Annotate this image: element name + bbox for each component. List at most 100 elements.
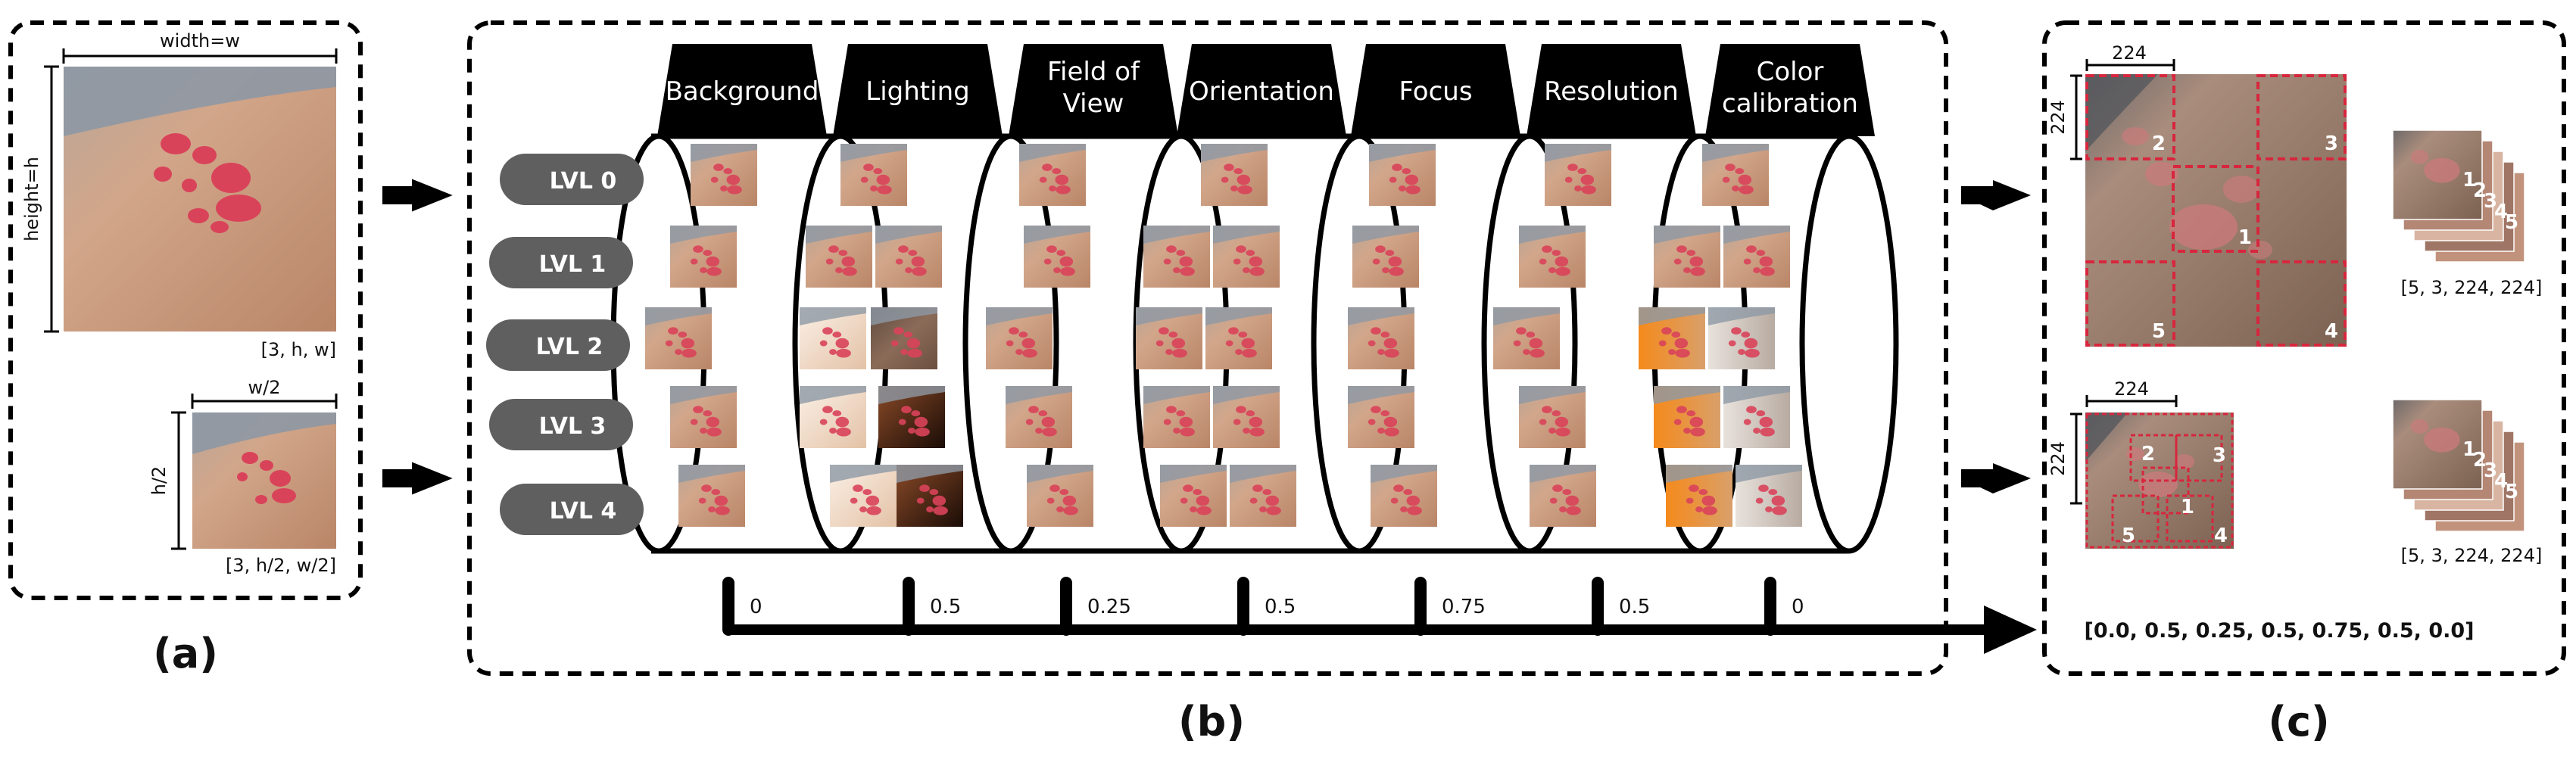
tube-end-ring (1799, 133, 1899, 554)
augmented-thumbnail (806, 226, 872, 288)
crop-number-5-top: 5 (2152, 320, 2166, 343)
augmented-thumbnail (1369, 144, 1436, 206)
tube-ring (1481, 133, 1578, 554)
patch-size-bottom-y: 224 (2047, 441, 2069, 476)
level-label: LVL 2 (536, 334, 603, 360)
tab-resolution (1527, 44, 1696, 136)
augmented-thumbnail (1348, 307, 1414, 369)
tab-lighting (833, 44, 1003, 136)
width-label: width=w (160, 30, 240, 51)
augmented-thumbnail (800, 307, 866, 369)
tab-label: Background (666, 76, 819, 107)
stack-index: 5 (2505, 211, 2518, 234)
panel-b-frame (467, 20, 1948, 676)
level-label: LVL 4 (550, 498, 617, 525)
level-pill (489, 237, 633, 288)
augmented-thumbnail (1519, 386, 1586, 448)
augmented-thumbnail (897, 465, 963, 527)
height-label: height=h (21, 157, 42, 241)
patch-size-bottom-x: 224 (2114, 378, 2149, 400)
tab-label: Orientation (1189, 76, 1334, 107)
stack-index: 1 (2462, 169, 2476, 191)
tab-label: calibration (1722, 89, 1858, 119)
augmented-thumbnail (878, 386, 945, 448)
augmented-thumbnail (871, 307, 937, 369)
crop-boxes-top (2085, 74, 2347, 347)
augmented-thumbnail (1143, 386, 1210, 448)
augmented-thumbnail (670, 226, 737, 288)
augmented-thumbnail (1654, 386, 1720, 448)
augmented-thumbnail (1371, 465, 1437, 527)
caption-a: (a) (153, 630, 218, 677)
shape-half-label: [3, h/2, w/2] (226, 555, 336, 576)
augmented-thumbnail (1639, 307, 1705, 369)
tab-label: Color (1757, 57, 1824, 87)
half-size-image (192, 412, 336, 549)
augmented-thumbnail (1027, 465, 1093, 527)
tab-field-of-view (1009, 44, 1178, 136)
crop-number-2-bottom: 2 (2141, 443, 2155, 465)
crop-number-1-top: 1 (2238, 226, 2252, 249)
axis-tick-label: 0.25 (1087, 596, 1131, 618)
axis-tick-label: 0.5 (1619, 596, 1650, 618)
tube-ring (962, 133, 1059, 554)
level-pill (486, 319, 630, 371)
augmented-thumbnail (986, 307, 1053, 369)
tab-label: Focus (1399, 76, 1472, 107)
half-height-label: h/2 (148, 466, 170, 496)
augmented-thumbnail (1708, 307, 1775, 369)
stack-index: 2 (2473, 449, 2487, 472)
caption-b: (b) (1178, 698, 1245, 746)
augmented-thumbnail (1545, 144, 1611, 206)
crop-number-3-top: 3 (2325, 132, 2338, 155)
stack-index: 3 (2484, 190, 2497, 213)
augmented-thumbnail (1352, 226, 1419, 288)
augmented-thumbnail (1654, 226, 1720, 288)
axis-tick-label: 0.5 (1265, 596, 1296, 618)
level-pills: LVL 0 LVL 1 LVL 2 LVL 3 LVL 4 (486, 154, 644, 535)
stack-index: 1 (2462, 438, 2476, 461)
augmented-thumbnail (670, 386, 737, 448)
augmented-thumbnail (1201, 144, 1268, 206)
level-pill (489, 399, 633, 450)
tab-color-calibration (1705, 44, 1875, 136)
augmented-thumbnail (1493, 307, 1560, 369)
patch-size-top-y: 224 (2047, 100, 2069, 135)
augmented-thumbnail (840, 144, 907, 206)
augmented-thumbnail (1019, 144, 1086, 206)
augmented-thumbnail (1143, 226, 1210, 288)
tab-label: Field of (1047, 57, 1140, 87)
axis-tick-label: 0.5 (930, 596, 961, 618)
augmented-thumbnail (830, 465, 897, 527)
half-width-label: w/2 (248, 377, 281, 398)
stack-index: 3 (2484, 459, 2497, 482)
augmented-thumbnail (1024, 226, 1090, 288)
augmented-thumbnail (645, 307, 712, 369)
full-size-image (64, 67, 336, 332)
level-vector: [0.0, 0.5, 0.25, 0.5, 0.75, 0.5, 0.0] (2084, 619, 2474, 643)
augmented-thumbnail (1666, 465, 1732, 527)
stack-index: 4 (2494, 470, 2508, 493)
augmented-thumbnail (1519, 226, 1586, 288)
augmented-thumbnail (1213, 226, 1280, 288)
level-pill (500, 484, 644, 535)
crop-number-4-top: 4 (2325, 320, 2338, 343)
shape-label-bottom: [5, 3, 224, 224] (2401, 545, 2543, 566)
stack-index: 5 (2505, 481, 2518, 503)
augmented-thumbnail (691, 144, 757, 206)
augmented-thumbnail (1136, 307, 1202, 369)
level-label: LVL 0 (550, 168, 617, 195)
level-axis (728, 605, 2037, 654)
crop-boxes-bottom (2085, 412, 2234, 549)
stack-index: 2 (2473, 179, 2487, 202)
augmented-thumbnail (1160, 465, 1227, 527)
augmented-thumbnail (1230, 465, 1296, 527)
tab-focus (1351, 44, 1520, 136)
augmented-thumbnail (1736, 465, 1802, 527)
crop-number-4-bottom: 4 (2214, 525, 2228, 547)
axis-tick-label: 0.75 (1442, 596, 1486, 618)
axis-tick-label: 0 (750, 596, 763, 618)
level-label: LVL 1 (539, 251, 607, 278)
